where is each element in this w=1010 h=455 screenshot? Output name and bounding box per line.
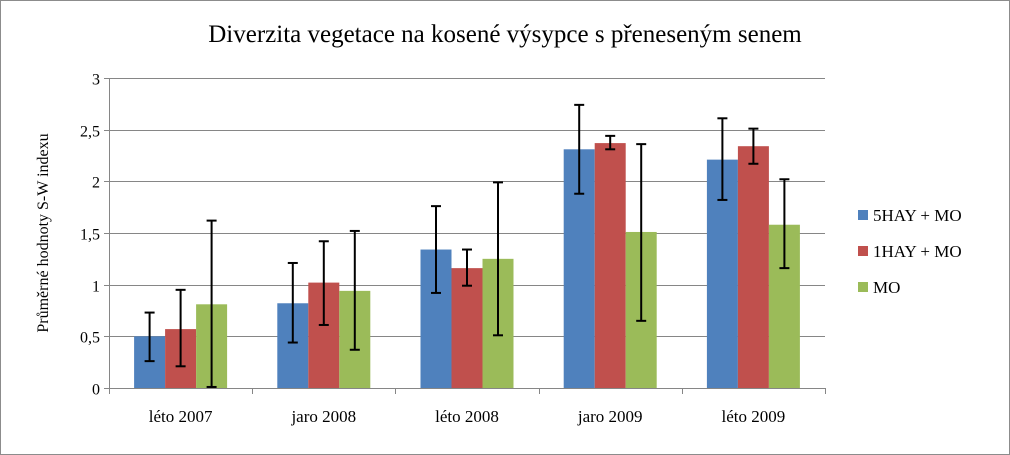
chart-title: Diverzita vegetace na kosené výsypce s p… [208, 21, 802, 48]
x-tick-label: léto 2009 [722, 407, 786, 426]
legend-label: MO [873, 278, 900, 297]
y-tick-label: 3 [92, 72, 100, 89]
bar [451, 268, 483, 388]
y-tick-label: 0,5 [80, 330, 100, 347]
x-tick-label: léto 2007 [149, 407, 213, 426]
legend-swatch [858, 210, 868, 220]
y-tick-label: 1 [92, 279, 100, 296]
x-tick-label: léto 2008 [435, 407, 499, 426]
y-tick-labels: 0 0,5 1 1,5 2 2,5 3 [80, 72, 100, 399]
legend-label: 5HAY + MO [873, 206, 962, 225]
legend: 5HAY + MO 1HAY + MO MO [858, 206, 962, 297]
x-tick-labels: léto 2007 jaro 2008 léto 2008 jaro 2009 léto… [149, 407, 786, 426]
y-tick-label: 2 [92, 175, 100, 192]
y-tick-label: 0 [92, 382, 100, 399]
y-tick-label: 2,5 [80, 124, 100, 141]
gridlines [109, 78, 825, 337]
y-tick-label: 1,5 [80, 227, 100, 244]
x-tick-label: jaro 2009 [577, 407, 643, 426]
x-tick-label: jaro 2008 [290, 407, 356, 426]
legend-swatch [858, 282, 868, 292]
axes [104, 78, 826, 394]
y-axis-label: Průměrné hodnoty S-W indexu [35, 133, 52, 332]
legend-label: 1HAY + MO [873, 242, 962, 261]
error-bars [144, 103, 790, 388]
bar [594, 143, 626, 388]
legend-swatch [858, 246, 868, 256]
bar [737, 146, 769, 388]
